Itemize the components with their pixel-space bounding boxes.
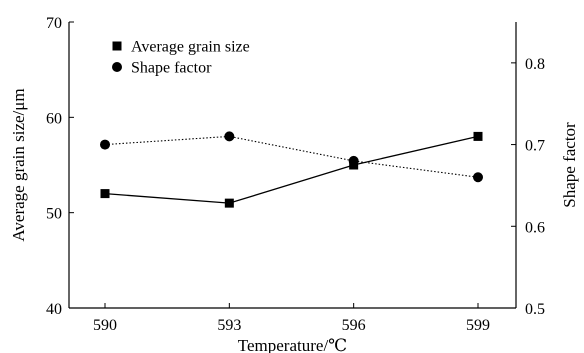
data-point-circle xyxy=(100,139,110,150)
data-point-square xyxy=(100,189,110,199)
legend-square-marker xyxy=(112,41,122,51)
x-tick-label: 593 xyxy=(217,317,241,334)
y-left-axis-title: Average grain size/μm xyxy=(9,88,28,241)
data-point-circle xyxy=(473,172,483,183)
y-right-tick-label: 0.5 xyxy=(525,301,545,318)
x-tick-label: 599 xyxy=(466,317,490,334)
data-point-circle xyxy=(348,155,359,166)
legend-label: Shape factor xyxy=(131,60,212,77)
series-layer xyxy=(100,131,483,208)
y-right-tick-label: 0.8 xyxy=(525,56,545,73)
series-line xyxy=(104,135,479,178)
y-left-tick-label: 50 xyxy=(46,206,62,223)
data-point-square xyxy=(473,131,483,141)
series-line xyxy=(104,135,479,204)
x-tick-label: 590 xyxy=(93,317,117,334)
data-point-circle xyxy=(224,131,235,142)
axes: 590 593 596 599 40 50 60 70 0.5 0.6 0.7 0.8 Temperat… xyxy=(9,15,579,353)
y-right-tick-label: 0.6 xyxy=(525,219,545,236)
y-left-tick-label: 70 xyxy=(46,15,62,32)
legend-item: Average grain size xyxy=(112,39,250,56)
legend: Average grain size Shape factor xyxy=(112,39,250,77)
y-left-tick-label: 40 xyxy=(46,301,62,318)
y-left-tick-label: 60 xyxy=(46,110,62,127)
y-right-axis-title: Shape factor xyxy=(560,122,579,208)
y-right-tick-label: 0.7 xyxy=(525,138,545,155)
legend-label: Average grain size xyxy=(131,39,250,56)
x-tick-label: 596 xyxy=(342,317,366,334)
legend-item: Shape factor xyxy=(112,60,212,77)
data-point-square xyxy=(224,198,234,208)
legend-circle-marker xyxy=(112,62,122,72)
series-2 xyxy=(100,131,483,183)
x-axis-title: Temperature/℃ xyxy=(238,336,347,353)
